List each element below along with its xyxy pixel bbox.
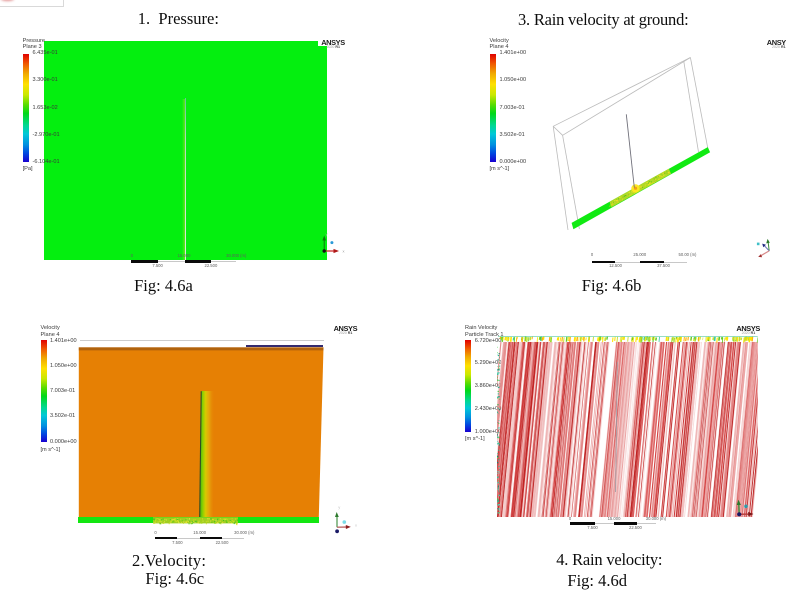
svg-text:y: y	[338, 505, 340, 510]
svg-text:x: x	[343, 249, 345, 254]
svg-text:y: y	[326, 232, 328, 237]
svg-text:x: x	[355, 523, 357, 528]
